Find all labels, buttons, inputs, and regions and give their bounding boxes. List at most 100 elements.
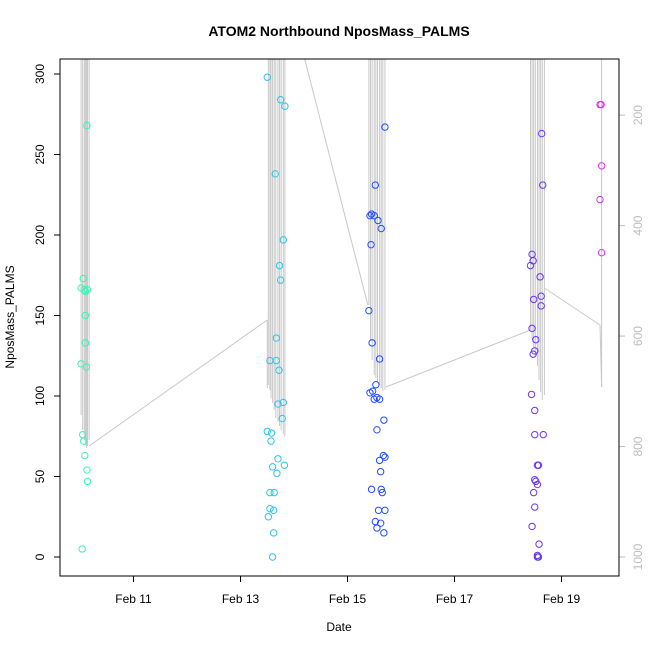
data-point [375,355,384,363]
data-point [531,503,539,511]
data-point [533,551,542,560]
data-point [378,488,386,497]
data-point [281,102,289,110]
data-point [380,529,388,537]
data-points [77,73,606,561]
data-point [381,123,389,131]
data-point [373,426,381,434]
data-point [273,469,281,477]
data-point [372,381,380,389]
data-point [270,488,278,497]
data-point [266,505,274,513]
data-point [81,311,90,320]
data-point [268,463,277,471]
data-point [279,236,287,244]
data-point [531,430,539,439]
data-point [532,335,540,344]
data-point [531,347,539,355]
data-point [597,162,606,170]
data-point [266,488,274,497]
y-tick-label: 50 [33,470,47,484]
pressure-trace-segment [88,319,268,447]
chart-title: ATOM2 Northbound NposMass_PALMS [208,23,469,39]
data-point [535,540,543,548]
pressure-trace-segment [599,324,603,388]
data-point [376,519,385,527]
data-point [368,387,377,395]
y2-tick-label: 200 [631,105,645,125]
data-point [269,529,278,537]
data-point [81,451,89,460]
y-axis: 0 50 100 150 200 250 300 [33,64,60,560]
data-point [371,181,380,189]
data-point [263,427,271,436]
data-point [263,73,271,81]
pressure-trace-segment [304,58,369,306]
y-tick-label: 250 [33,144,47,164]
data-point [81,339,90,347]
data-point [375,456,384,465]
secondary-y-axis: 200 400 600 800 1000 [619,105,645,570]
data-point [375,395,384,403]
data-point [83,466,91,474]
x-tick-label: Feb 11 [115,592,152,606]
data-point [534,553,543,561]
data-point [83,286,92,294]
data-point [529,257,537,265]
data-point [367,485,376,494]
data-point [279,398,287,407]
data-point [276,96,285,104]
data-point [280,461,289,469]
y-tick-label: 200 [33,225,47,245]
data-point [534,461,543,469]
y2-tick-label: 800 [631,436,645,456]
data-point [381,453,389,461]
data-point [376,467,385,476]
data-point [377,485,385,494]
data-point [276,276,285,284]
data-point [82,363,91,371]
data-point [380,416,388,424]
y-tick-label: 100 [33,386,47,406]
data-point [528,522,536,531]
data-point [374,216,382,225]
data-point [367,240,375,249]
data-point [373,524,381,532]
data-point [533,480,542,489]
data-point [83,121,91,130]
data-point [271,170,279,178]
data-point [370,211,378,220]
data-point [536,273,544,281]
pressure-trace-segment [385,329,531,388]
data-point [365,306,373,315]
data-point [274,455,282,463]
x-tick-label: Feb 17 [436,592,474,606]
x-tick-label: Feb 19 [543,592,581,606]
plot-frame [59,58,620,577]
pressure-trace-segment [544,287,601,326]
y2-tick-label: 400 [631,215,645,235]
data-point [529,295,538,304]
y2-tick-label: 1000 [631,543,645,570]
y2-tick-label: 600 [631,326,645,346]
data-point [539,430,548,439]
x-axis-label: Date [326,620,352,634]
data-point [275,366,283,374]
data-point [272,356,281,365]
data-point [77,360,85,368]
data-point [379,451,388,460]
data-point [596,195,604,204]
data-point [381,506,389,515]
data-point [278,414,286,423]
data-point [368,339,376,347]
data-point [275,261,284,270]
data-point [83,477,92,486]
pressure-trace-lines [80,58,603,448]
y-axis-label: NposMass_PALMS [3,265,17,368]
data-point [597,249,606,257]
data-point [531,406,539,415]
x-tick-label: Feb 15 [329,592,367,606]
data-point [274,400,282,408]
data-point [269,506,278,515]
